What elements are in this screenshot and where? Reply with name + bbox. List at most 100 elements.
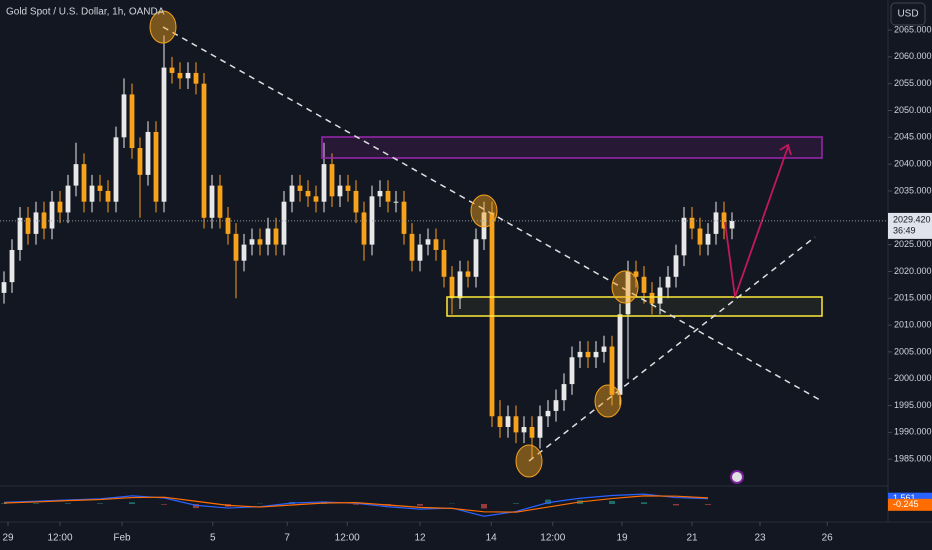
candle-body (481, 212, 487, 240)
y-tick-label: 2020.000 (894, 266, 932, 276)
candle-body (625, 271, 631, 315)
candle-body (41, 212, 47, 229)
candle-body (257, 239, 263, 245)
y-tick-label: 2065.000 (894, 24, 932, 34)
candle-body (593, 351, 599, 358)
candle-body (169, 67, 175, 73)
event-icon[interactable] (730, 470, 744, 484)
pivot-circle (515, 444, 543, 478)
candle-body (497, 416, 503, 427)
candle-body (697, 228, 703, 245)
candle-body (321, 164, 327, 202)
readout-label: -0.245 (893, 499, 919, 509)
candle-body (705, 233, 711, 245)
y-tick-label: 1985.000 (894, 454, 932, 464)
y-tick-label: 2025.000 (894, 239, 932, 249)
candle-body (537, 416, 543, 438)
resistance-zone (321, 136, 823, 159)
candle-body (433, 239, 439, 250)
candle-body (665, 276, 671, 288)
candle-body (729, 220, 735, 229)
candle-body (449, 276, 455, 299)
histogram-bar (673, 504, 679, 506)
y-tick-label: 2000.000 (894, 373, 932, 383)
candle-body (393, 201, 399, 203)
candle-body (225, 217, 231, 234)
x-tick-label: 19 (616, 533, 628, 544)
candle-body (161, 67, 167, 202)
candle-body (561, 384, 567, 401)
candle-body (521, 426, 527, 433)
x-tick-label: 12:00 (540, 533, 565, 544)
histogram-bar (481, 504, 487, 509)
candle-body (289, 185, 295, 202)
indicator-line (3, 493, 709, 517)
candle-body (105, 190, 111, 202)
candle-body (241, 244, 247, 261)
x-tick-label: 5 (210, 533, 216, 544)
pivot-circle (470, 194, 498, 228)
readout-label: 1.561 (893, 493, 916, 503)
candle-body (473, 239, 479, 277)
candle-body (601, 346, 607, 352)
candle-body (57, 201, 63, 213)
x-tick-label: 12:00 (335, 533, 360, 544)
candle-body (201, 83, 207, 218)
candle-body (137, 148, 143, 175)
pivot-circle (149, 10, 177, 44)
countdown: 36:49 (893, 225, 916, 235)
histogram-bar (161, 504, 167, 505)
currency-button[interactable] (890, 2, 926, 26)
candle-body (569, 357, 575, 385)
candle-body (89, 185, 95, 202)
histogram-bar (513, 503, 519, 504)
readout-box (888, 498, 932, 511)
up-trendline (528, 236, 816, 462)
candle-body (545, 410, 551, 417)
candle-body (81, 164, 87, 202)
candle-body (9, 249, 15, 283)
histogram-bar (1, 503, 7, 504)
candle-body (129, 94, 135, 149)
candle-body (329, 164, 335, 197)
x-tick-label: 29 (2, 533, 14, 544)
candle-body (193, 72, 199, 84)
candle-body (33, 212, 39, 234)
histogram-bar (65, 503, 71, 504)
histogram-bar (705, 504, 711, 505)
candle-body (1, 282, 7, 293)
candle-body (417, 244, 423, 261)
indicator-line (3, 495, 709, 513)
candle-body (633, 271, 639, 277)
candles (1, 35, 735, 460)
candle-body (73, 164, 79, 186)
x-tick-label: 26 (822, 533, 834, 544)
candle-body (681, 217, 687, 256)
drawings (149, 10, 823, 484)
candle-body (553, 400, 559, 411)
x-tick-label: 12 (414, 533, 426, 544)
candle-body (345, 185, 351, 191)
x-tick-label: 7 (284, 533, 290, 544)
candle-body (337, 185, 343, 197)
histogram-bar (193, 504, 199, 509)
candle-body (185, 72, 191, 79)
down-trendline (162, 26, 821, 401)
candle-body (465, 271, 471, 277)
y-tick-label: 2015.000 (894, 293, 932, 303)
y-tick-label: 2005.000 (894, 346, 932, 356)
currency-label: USD (897, 9, 918, 20)
histogram-bar (97, 503, 103, 504)
y-tick-label: 2040.000 (894, 159, 932, 169)
y-tick-label: 1990.000 (894, 427, 932, 437)
y-tick-label: 2035.000 (894, 185, 932, 195)
x-tick-label: 14 (486, 533, 498, 544)
y-tick-label: 1995.000 (894, 400, 932, 410)
candle-body (425, 239, 431, 245)
price-label-box (888, 212, 932, 239)
candle-body (121, 94, 127, 138)
candle-body (689, 217, 695, 229)
y-tick-label: 2050.000 (894, 105, 932, 115)
candle-body (641, 276, 647, 293)
